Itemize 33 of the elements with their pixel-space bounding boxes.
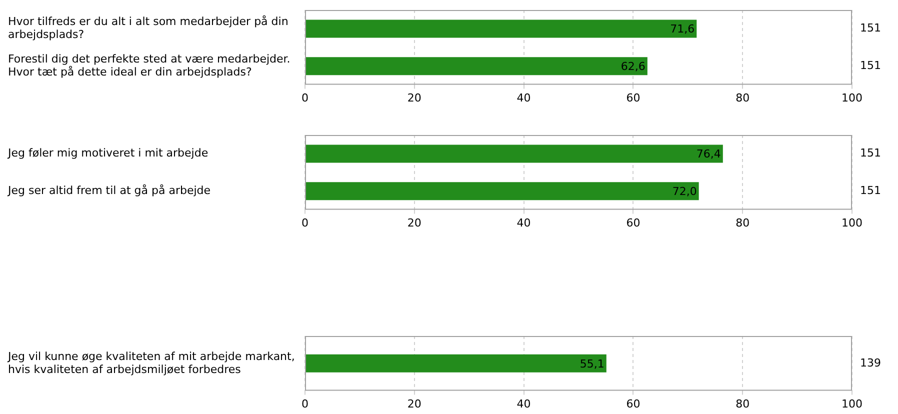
x-tick-label: 100 (842, 216, 862, 230)
x-tick-label: 80 (736, 91, 750, 104)
y-tick-label: Forestil dig det perfekte sted at være medarbejder. Hvor tæt på dette ideal er din arbejdsplads? (8, 52, 290, 78)
x-tick-label: 60 (626, 216, 640, 230)
text: 151 (860, 146, 881, 160)
x-tick-label: 80 (736, 397, 750, 410)
y-tick-label: Jeg føler mig motiveret i mit arbejde (7, 146, 208, 160)
x-tick-label: 100 (842, 397, 862, 410)
x-tick-label: 80 (736, 216, 750, 230)
y-tick-label: Hvor tilfreds er du alt i alt som medarbejder på din arbejdsplads? (8, 15, 288, 42)
x-tick-label: 20 (407, 91, 422, 104)
text: 151 (860, 58, 881, 72)
data-label: 72,0 (672, 184, 697, 198)
x-tick-label: 40 (516, 397, 531, 410)
x-tick-label: 60 (626, 91, 640, 104)
x-tick-label: 0 (302, 397, 308, 410)
text: 139 (860, 356, 881, 370)
x-tick-label: 40 (516, 216, 531, 230)
y-tick-label: Jeg vil kunne øge kvaliteten af mit arbejde markant, hvis kvaliteten af arbejdsmiljøet forbedres (7, 350, 295, 376)
data-label: 62,6 (620, 60, 646, 73)
text: 151 (860, 184, 881, 197)
x-tick-label: 60 (626, 397, 640, 410)
x-tick-label: 100 (842, 91, 862, 104)
text: 151 (860, 22, 881, 35)
y-tick-label: Jeg ser altid frem til at gå på arbejde (7, 184, 211, 197)
data-label: 71,6 (670, 22, 695, 36)
x-tick-label: 40 (516, 91, 531, 104)
x-tick-label: 20 (407, 397, 422, 410)
x-tick-label: 0 (302, 91, 308, 104)
x-tick-label: 20 (407, 216, 422, 230)
data-label: 55,1 (580, 357, 604, 370)
data-label: 76,4 (696, 148, 721, 161)
x-tick-label: 0 (302, 216, 308, 230)
